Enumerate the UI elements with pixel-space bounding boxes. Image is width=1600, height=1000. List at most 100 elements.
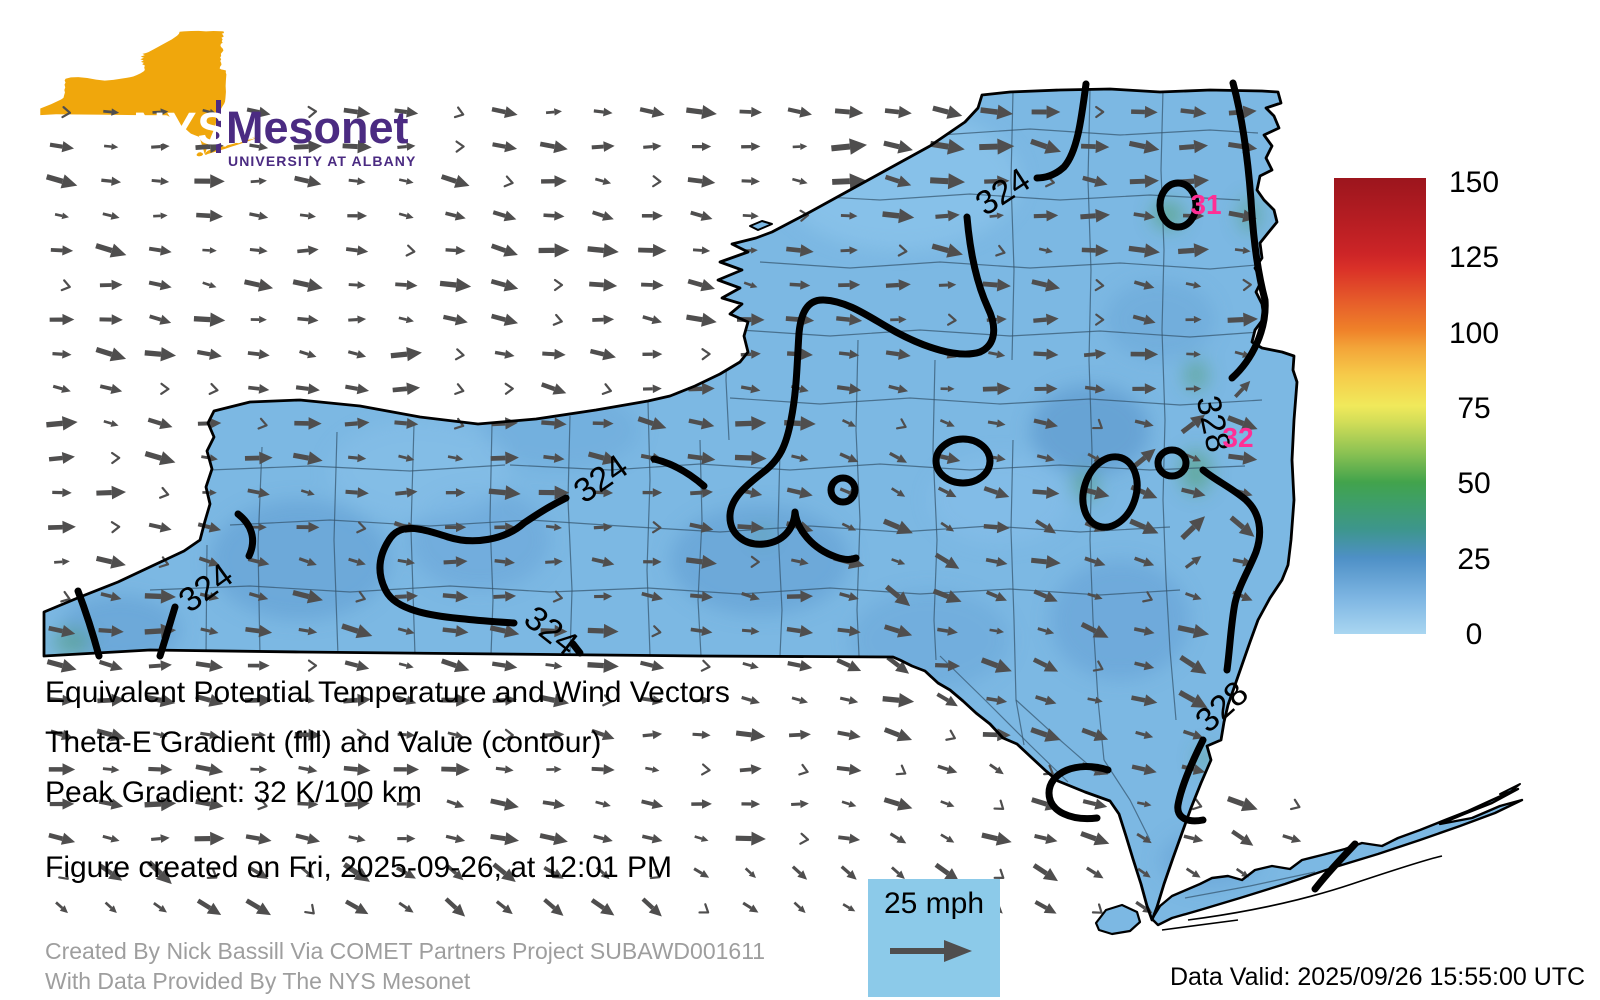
wind-arrow — [48, 451, 75, 464]
wind-arrow — [147, 417, 173, 430]
wind-arrow — [1185, 592, 1202, 601]
wind-arrow — [789, 280, 811, 290]
wind-arrow — [99, 383, 123, 394]
figure-title: Equivalent Potential Temperature and Win… — [45, 676, 730, 709]
wind-arrow — [700, 659, 711, 672]
county-line — [567, 415, 573, 656]
county-line — [647, 587, 1181, 596]
wind-arrow — [257, 798, 268, 811]
wind-arrow — [741, 799, 761, 809]
logo-mesonet-text: Mesonet — [226, 102, 409, 153]
wind-arrow — [257, 417, 268, 430]
wind-arrow — [348, 315, 367, 324]
county-line — [729, 397, 1263, 406]
wind-arrow — [542, 798, 566, 810]
wind-arrow — [1131, 763, 1157, 776]
wind-arrow — [295, 383, 320, 395]
wind-arrow — [799, 832, 810, 845]
wind-arrow — [489, 624, 520, 638]
wind-arrow — [455, 140, 465, 153]
wind-arrow — [737, 521, 765, 534]
wind-arrow — [245, 898, 271, 916]
wind-arrow — [297, 245, 319, 256]
figure-subtitle: Theta-E Gradient (fill) and Value (conto… — [45, 726, 602, 759]
wind-arrow — [99, 279, 123, 291]
wind-arrow — [1142, 591, 1153, 603]
wind-arrow — [144, 796, 177, 812]
county-line — [1010, 439, 1025, 746]
wind-arrow — [979, 138, 1015, 155]
county-line — [209, 464, 506, 472]
wind-arrow — [196, 898, 222, 915]
wind-arrow — [490, 243, 518, 257]
wind-arrow — [587, 451, 618, 465]
county-line — [1087, 89, 1105, 761]
wind-arrow — [836, 313, 863, 326]
wind-arrow — [1128, 243, 1160, 258]
colorbar-tick-label: 125 — [1448, 241, 1500, 275]
fill-patch — [1105, 280, 1215, 360]
wind-arrow — [492, 210, 517, 222]
wind-arrow — [896, 418, 907, 430]
wind-arrow — [742, 901, 759, 913]
wind-arrow — [601, 383, 613, 395]
wind-arrow — [490, 832, 520, 846]
wind-arrow — [890, 487, 906, 497]
county-line — [1291, 879, 1297, 901]
wind-arrow — [395, 866, 416, 879]
wind-arrow — [1228, 451, 1258, 465]
wind-arrow — [593, 488, 614, 498]
theta-e-contour-closed — [1154, 446, 1190, 480]
wind-arrow — [692, 696, 711, 705]
wind-arrow — [940, 521, 955, 532]
wind-arrow — [244, 451, 273, 465]
wind-arrow — [394, 590, 419, 602]
wind-arrow — [442, 314, 468, 326]
wind-arrow — [307, 659, 318, 672]
wind-arrow — [202, 108, 217, 116]
wind-arrow — [983, 521, 1010, 534]
wind-arrow — [888, 384, 909, 394]
wind-arrow — [1092, 418, 1103, 430]
wind-arrow — [885, 279, 911, 291]
wind-arrow — [246, 106, 271, 118]
wind-arrow — [151, 834, 170, 843]
county-line — [1103, 759, 1151, 841]
wind-arrow — [791, 454, 809, 462]
wind-arrow — [245, 832, 272, 845]
wind-arrow — [839, 592, 859, 601]
wind-arrow — [649, 868, 661, 880]
wind-arrow — [160, 382, 170, 395]
wind-arrow — [1177, 243, 1210, 258]
wind-arrow — [590, 898, 615, 916]
wind-arrow — [398, 177, 414, 185]
wind-arrow — [442, 625, 469, 638]
wind-arrow — [495, 900, 513, 915]
wind-arrow — [249, 211, 269, 221]
wind-arrow — [195, 763, 224, 776]
wind-arrow — [48, 763, 76, 776]
figure-created-text: Figure created on Fri, 2025-09-26, at 12… — [45, 851, 673, 884]
wind-arrow — [1179, 655, 1207, 674]
wind-arrow — [152, 731, 168, 739]
wind-arrow — [651, 521, 662, 534]
wind-arrow — [103, 108, 120, 116]
wind-arrow — [742, 212, 759, 220]
wind-arrow — [297, 799, 319, 809]
wind-arrow — [592, 418, 614, 429]
credit-line-1: Created By Nick Bassill Via COMET Partne… — [45, 938, 766, 964]
wind-arrow — [1229, 515, 1255, 537]
wind-arrow — [791, 799, 809, 809]
wind-arrow — [395, 695, 417, 705]
wind-arrow — [294, 728, 322, 741]
county-line — [257, 446, 263, 657]
wind-arrow — [50, 245, 74, 256]
wind-arrow — [1177, 623, 1210, 639]
wind-arrow — [686, 312, 717, 327]
wind-arrow — [442, 590, 469, 603]
wind-arrow — [1186, 350, 1201, 358]
wind-arrow — [144, 347, 177, 362]
wind-arrow — [504, 382, 514, 395]
wind-arrow — [700, 763, 711, 776]
